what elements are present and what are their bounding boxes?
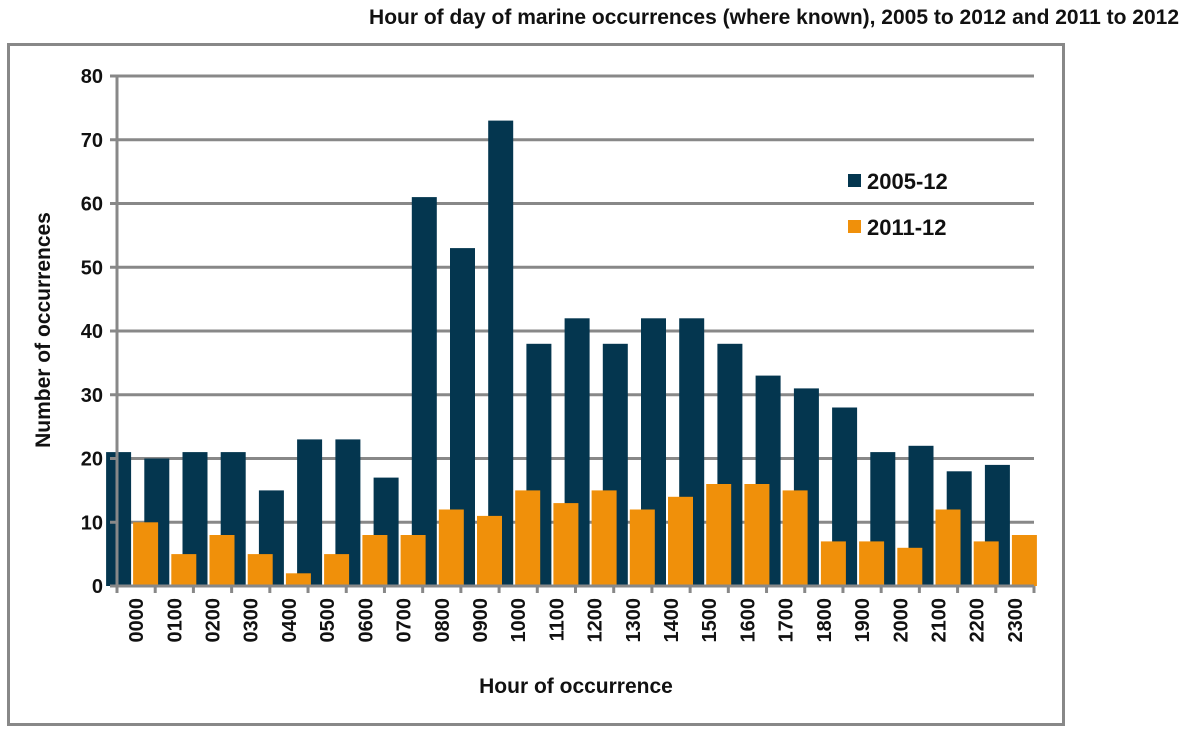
x-tick-label: 2100 (929, 598, 951, 643)
x-tick-label: 0900 (470, 598, 492, 643)
legend-label: 2005-12 (867, 169, 948, 194)
x-tick-label: 1500 (699, 598, 721, 643)
bar-2011-12-0000 (133, 522, 159, 587)
bar-2011-12-0500 (324, 554, 350, 586)
legend: 2005-12 2011-12 (848, 169, 948, 240)
x-tick-label: 0600 (355, 598, 377, 643)
bar-2011-12-1400 (668, 496, 693, 587)
bar-2011-12-2200 (973, 541, 999, 586)
x-tick-label: 2200 (967, 598, 989, 643)
axes (110, 74, 1036, 593)
x-tick-label: 1400 (661, 598, 683, 643)
y-tick-label: 30 (81, 385, 103, 407)
x-tick-label: 0400 (279, 598, 301, 643)
y-tick-label: 50 (81, 257, 103, 279)
bars (106, 120, 1037, 587)
x-tick-label: 0000 (126, 598, 148, 643)
bar-2011-12-1200 (591, 490, 617, 586)
bar-2011-12-1300 (629, 509, 655, 586)
bar-2011-12-1600 (744, 484, 770, 586)
chart-title: Hour of day of marine occurrences (where… (369, 6, 1179, 29)
bar-2011-12-1100 (553, 503, 579, 586)
bar-2011-12-0900 (477, 515, 502, 586)
bar-2005-12-0800 (411, 197, 437, 586)
bar-2011-12-0300 (247, 554, 273, 586)
x-tick-label: 0500 (317, 598, 339, 643)
x-tick-label: 2000 (890, 598, 912, 643)
bar-2011-12-1900 (859, 541, 885, 586)
bar-2011-12-2100 (935, 509, 961, 586)
x-tick-label: 1900 (852, 598, 874, 643)
bar-2011-12-2300 (1011, 535, 1037, 586)
bar-2011-12-1000 (515, 490, 541, 586)
bar-2011-12-0200 (209, 535, 235, 586)
bar-2005-12-1000 (488, 120, 514, 586)
y-tick-label: 0 (92, 576, 103, 598)
x-tick-label: 0100 (164, 598, 186, 643)
x-tick-label: 1600 (737, 598, 759, 643)
y-tick-label: 20 (81, 449, 103, 471)
legend-swatch-2005-12 (848, 174, 861, 187)
chart-frame (7, 43, 1065, 726)
bar-2011-12-1500 (706, 484, 732, 586)
x-tick-label: 1800 (814, 598, 836, 643)
bar-2011-12-1700 (782, 490, 808, 586)
bar-2011-12-0400 (285, 573, 311, 587)
bar-2005-12-0500 (297, 439, 323, 586)
x-axis-title: Hour of occurrence (479, 675, 673, 698)
bar-2011-12-0100 (171, 554, 197, 586)
bar-2011-12-0600 (362, 535, 388, 586)
x-tick-label: 1000 (508, 598, 530, 643)
x-tick-label: 1100 (546, 598, 568, 641)
bar-2011-12-0700 (400, 535, 426, 586)
x-tick-label: 2300 (1005, 598, 1027, 643)
y-tick-labels: 0 10 20 30 40 50 60 70 80 (81, 66, 103, 598)
x-tick-label: 0700 (394, 598, 416, 643)
bar-2011-12-0800 (438, 509, 464, 586)
bar-2011-12-1800 (820, 541, 846, 586)
bar-2005-12-0000 (106, 452, 132, 586)
x-tick-labels: 0000 0100 0200 0300 0400 0500 0600 0700 0800 0900… (126, 598, 1027, 643)
x-tick-label: 0300 (241, 598, 263, 643)
x-tick-label: 1200 (585, 598, 607, 643)
x-tick-label: 0800 (432, 598, 454, 643)
x-tick-label: 1700 (776, 598, 798, 643)
y-tick-label: 10 (81, 512, 103, 534)
y-tick-label: 40 (81, 321, 103, 343)
y-tick-label: 60 (81, 194, 103, 216)
legend-label: 2011-12 (867, 215, 947, 240)
x-tick-label: 1300 (623, 598, 645, 643)
bar-2011-12-2000 (897, 547, 923, 587)
x-tick-label: 0200 (203, 598, 225, 643)
y-axis-title: Number of occurrences (32, 212, 55, 448)
legend-swatch-2011-12 (848, 220, 861, 233)
y-tick-label: 80 (81, 66, 103, 88)
y-tick-label: 70 (81, 130, 103, 152)
